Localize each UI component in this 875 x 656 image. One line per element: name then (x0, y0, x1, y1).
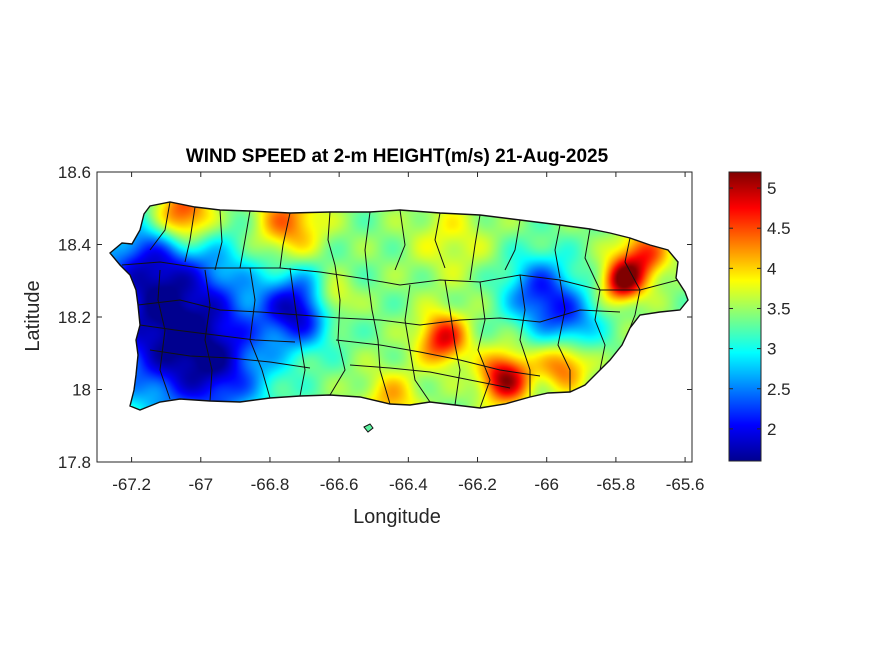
municipality-border (404, 284, 431, 403)
heat-field (110, 202, 688, 410)
municipality-border (249, 267, 271, 399)
y-tick-label: 18.4 (58, 236, 91, 255)
municipality-border (329, 264, 346, 396)
municipality-border (629, 289, 641, 329)
x-tick-label: -67 (188, 475, 213, 494)
x-tick-label: -67.2 (112, 475, 151, 494)
municipality-border (121, 261, 679, 291)
municipality-border (584, 228, 601, 291)
municipality-border (394, 209, 406, 271)
municipality-border (157, 269, 171, 400)
municipality-border (214, 209, 223, 271)
municipality-border (624, 237, 641, 291)
x-tick-label: -65.6 (666, 475, 705, 494)
x-tick-label: -66.8 (251, 475, 290, 494)
municipality-border (335, 339, 541, 377)
municipality-border (557, 279, 571, 392)
y-tick-label: 17.8 (58, 453, 91, 472)
y-tick-label: 18.2 (58, 308, 91, 327)
x-axis-label: Longitude (353, 506, 441, 528)
municipality-borders (121, 201, 679, 409)
colorbar-ticks: 2 2.5 3 3.5 4 4.5 5 (729, 179, 791, 439)
municipality-border (434, 212, 446, 269)
map-axes: -67.2 -67 -66.8 -66.6 -66.4 -66.2 -66 -65.8 -65.… (58, 163, 705, 494)
municipality-border (327, 211, 336, 266)
municipality-border (594, 289, 606, 371)
caja-de-muerto-islet (363, 423, 374, 433)
coastline (109, 201, 689, 411)
chart-title: WIND SPEED at 2-m HEIGHT(m/s) 21-Aug-202… (186, 146, 609, 167)
municipality-border (554, 224, 561, 279)
municipality-border (137, 299, 621, 326)
x-axis-ticks: -67.2 -67 -66.8 -66.6 -66.4 -66.2 -66 -65.8 -65.… (112, 172, 704, 494)
municipality-border (204, 269, 213, 402)
municipality-border (184, 206, 196, 263)
municipality-border (239, 210, 251, 269)
municipality-border (444, 279, 461, 406)
municipality-border (289, 267, 306, 397)
municipality-border (504, 219, 521, 271)
municipality-border (149, 201, 171, 251)
x-tick-label: -66 (534, 475, 559, 494)
municipality-border (279, 212, 291, 269)
colorbar-tick-label: 5 (767, 179, 776, 198)
y-axis-ticks: 17.8 18 18.2 18.4 18.6 (58, 163, 692, 472)
municipality-border (139, 324, 296, 343)
colorbar: 2 2.5 3 3.5 4 4.5 5 (728, 171, 791, 462)
x-tick-label: -66.2 (458, 475, 497, 494)
colorbar-tick-label: 2 (767, 420, 776, 439)
municipality-border (469, 214, 481, 281)
municipality-border (349, 364, 511, 389)
x-tick-label: -66.4 (389, 475, 428, 494)
x-tick-label: -66.6 (320, 475, 359, 494)
y-tick-label: 18.6 (58, 163, 91, 182)
colorbar-tick-label: 3.5 (767, 299, 791, 318)
y-tick-label: 18 (72, 381, 91, 400)
municipality-border (364, 211, 371, 281)
colorbar-tick-label: 4 (767, 259, 776, 278)
colorbar-tick-label: 4.5 (767, 219, 791, 238)
colorbar-gradient (728, 171, 762, 462)
municipality-border (519, 274, 531, 397)
municipality-border (367, 279, 391, 405)
wind-speed-field (110, 202, 688, 410)
municipality-border (149, 349, 311, 369)
colorbar-tick-label: 3 (767, 340, 776, 359)
y-axis-label: Latitude (22, 280, 44, 351)
municipality-border (477, 281, 491, 409)
colorbar-tick-label: 2.5 (767, 380, 791, 399)
x-tick-label: -65.8 (597, 475, 636, 494)
